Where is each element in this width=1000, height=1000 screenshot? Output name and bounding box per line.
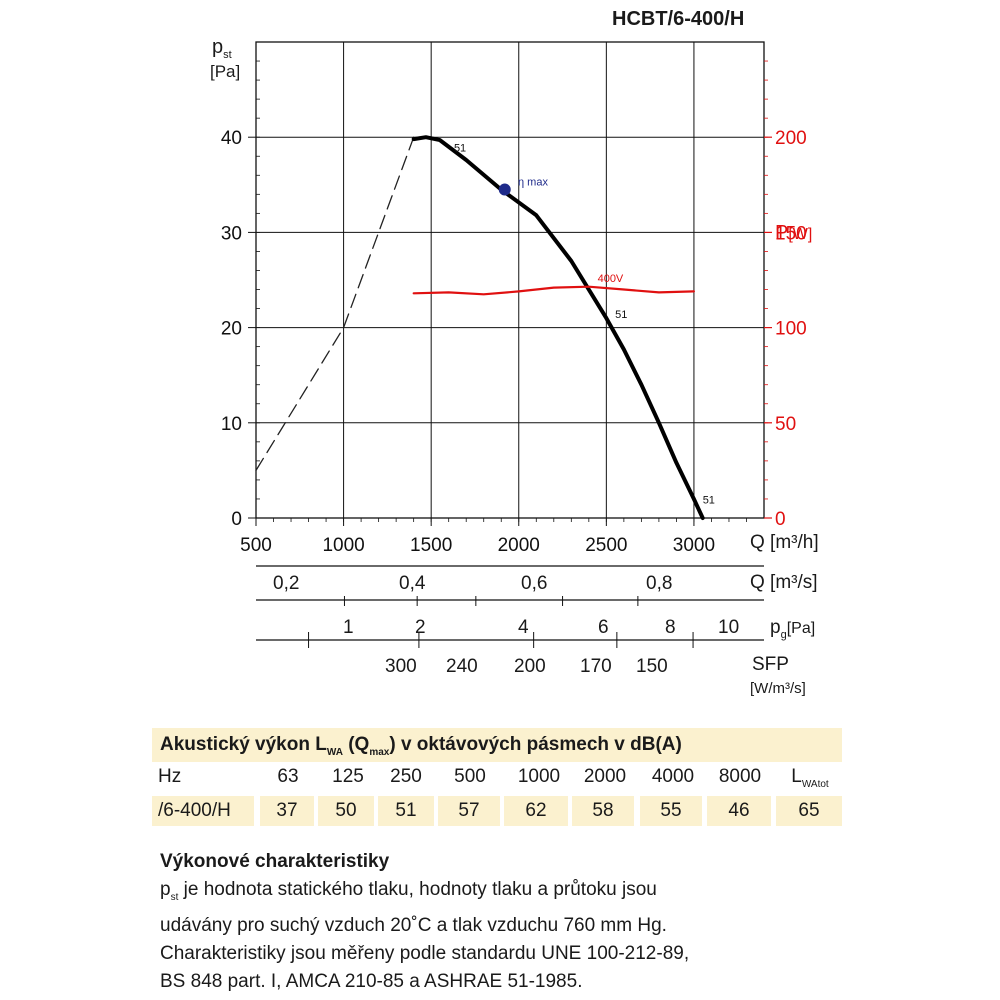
pg-tick: 2 <box>415 617 426 638</box>
y-right-tick-label: 0 <box>775 509 786 530</box>
sfp-tick: 150 <box>636 656 668 677</box>
chart-series <box>255 135 705 520</box>
freq-cell: 8000 <box>718 766 762 787</box>
description-line: pst je hodnota statického tlaku, hodnoty… <box>160 879 657 903</box>
performance-chart: 0 10 20 30 40 0 50 100 150 200 500 1000 1500 2000 2500… <box>221 41 807 648</box>
x-m3h-tick-label: 3000 <box>673 535 715 556</box>
value-cell: 55 <box>640 796 702 826</box>
curve-annotation: 51 <box>454 142 466 154</box>
y-right-tick-label: 150 <box>775 223 807 244</box>
performance-description: Výkonové charakteristiky pst je hodnota … <box>160 848 840 996</box>
y-left-axis-label: pst <box>212 36 232 61</box>
freq-cell: 125 <box>332 766 364 787</box>
model-label: /6-400/H <box>152 796 254 826</box>
x-sfp-axis-unit: [W/m³/s] <box>750 680 806 697</box>
eta-max-label: η max <box>518 177 548 189</box>
x-m3h-axis-label: Q [m³/h] <box>750 532 819 553</box>
y-right-tick-label: 50 <box>775 414 796 435</box>
x-m3h-tick-label: 500 <box>240 535 272 556</box>
total-label: LWAtot <box>791 766 829 790</box>
x-sfp-axis-label: SFP <box>752 654 789 675</box>
sfp-tick: 170 <box>580 656 612 677</box>
curve-annotation: 51 <box>615 309 627 321</box>
sfp-tick: 200 <box>514 656 546 677</box>
description-title: Výkonové charakteristiky <box>160 851 390 872</box>
hz-label: Hz <box>158 766 182 787</box>
m3s-tick: 0,8 <box>646 573 673 594</box>
y-right-tick-label: 100 <box>775 319 807 340</box>
y-left-tick-label: 0 <box>231 509 242 530</box>
value-cell: 57 <box>438 796 500 826</box>
x-m3h-tick-label: 1500 <box>410 535 452 556</box>
value-cell: 62 <box>504 796 568 826</box>
x-m3h-tick-label: 2000 <box>498 535 540 556</box>
x-m3s-axis-label: Q [m³/s] <box>750 572 818 593</box>
y-left-tick-label: 30 <box>221 223 242 244</box>
y-right-axis-label: P[W] <box>775 222 813 244</box>
value-cell: 58 <box>572 796 634 826</box>
eta-max-point <box>498 183 511 196</box>
m3s-tick: 0,2 <box>273 573 300 594</box>
plot-frame <box>255 41 765 519</box>
description-line: BS 848 part. I, AMCA 210-85 a ASHRAE 51-… <box>160 970 583 992</box>
value-cell: 51 <box>378 796 434 826</box>
freq-cell: 250 <box>390 766 422 787</box>
pressure-curve <box>411 135 705 520</box>
value-cell: 37 <box>260 796 314 826</box>
y-left-tick-label: 10 <box>221 414 242 435</box>
y-left-tick-label: 40 <box>221 128 242 149</box>
curve-annotation: 51 <box>703 495 715 507</box>
freq-cell: 63 <box>277 766 299 787</box>
m3s-tick: 0,4 <box>399 573 426 594</box>
chart-title: HCBT/6-400/H <box>612 8 745 30</box>
x-m3h-tick-label: 1000 <box>322 535 364 556</box>
chart-grid <box>248 41 772 648</box>
pg-tick: 8 <box>665 617 676 638</box>
pg-tick: 6 <box>598 617 609 638</box>
total-value-cell: 65 <box>776 796 842 826</box>
y-left-tick-label: 20 <box>221 319 242 340</box>
x-sfp-scale: 300 240 200 170 150 <box>385 656 668 677</box>
freq-cell: 4000 <box>651 766 695 787</box>
y-right-tick-label: 200 <box>775 128 807 149</box>
value-cell: 46 <box>707 796 771 826</box>
chart-marks: 0 10 20 30 40 0 50 100 150 200 500 1000 1500 2000 2500… <box>221 128 807 556</box>
frequency-row: Hz 63 125 250 500 1000 2000 4000 8000 LW… <box>152 762 842 796</box>
acoustic-table-title: Akustický výkon LWA (Qmax) v oktávových … <box>152 728 842 762</box>
description-line: Charakteristiky jsou měřeny podle standa… <box>160 942 690 964</box>
model-values-row: /6-400/H 37 50 51 57 62 58 55 46 65 <box>152 796 842 830</box>
y-left-axis-unit: [Pa] <box>210 62 241 81</box>
pg-tick: 4 <box>518 617 529 638</box>
sfp-tick: 300 <box>385 656 417 677</box>
acoustic-power-table: Akustický výkon LWA (Qmax) v oktávových … <box>152 728 842 830</box>
description-line: udávány pro suchý vzduch 20˚C a tlak vzd… <box>160 914 667 936</box>
x-pg-scale: 1 2 4 6 8 10 <box>343 617 740 638</box>
m3s-tick: 0,6 <box>521 573 548 594</box>
pg-tick: 10 <box>718 617 740 638</box>
power-curve-400v <box>412 285 695 296</box>
pg-tick: 1 <box>343 617 354 638</box>
value-cell: 50 <box>318 796 374 826</box>
sfp-tick: 240 <box>446 656 478 677</box>
x-m3h-tick-label: 2500 <box>585 535 627 556</box>
freq-cell: 2000 <box>583 766 627 787</box>
x-m3s-scale: 0,2 0,4 0,6 0,8 <box>273 573 673 594</box>
freq-cell: 500 <box>454 766 486 787</box>
freq-cell: 1000 <box>517 766 561 787</box>
curve-annotation: 400V <box>598 273 624 285</box>
pressure-curve-unstable <box>255 136 415 472</box>
x-pg-axis-label: pg[Pa] <box>770 617 816 641</box>
